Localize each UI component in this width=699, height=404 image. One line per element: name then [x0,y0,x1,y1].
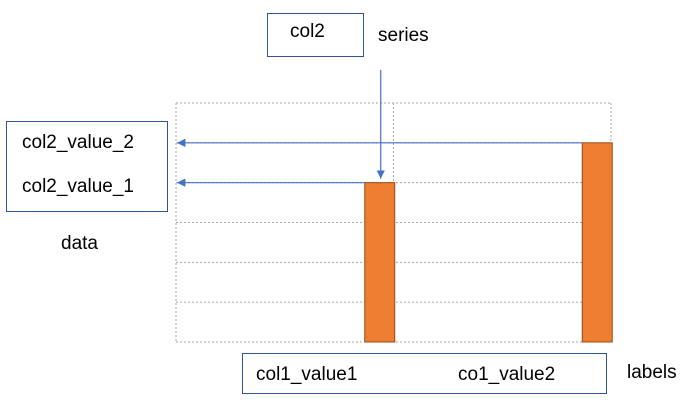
category-label-2: co1_value2 [458,364,556,385]
series-box: col2 [267,13,364,57]
series-caption: series [378,25,429,46]
connector-arrows [177,70,583,187]
data-value-2: col2_value_2 [22,132,134,153]
category-label-1: col1_value1 [256,364,358,385]
labels-box: col1_value1 co1_value2 [242,353,607,394]
chart-bars [364,142,613,343]
labels-caption: labels [627,362,677,383]
data-caption: data [61,233,98,254]
series-label: col2 [290,21,325,42]
bar-2 [581,142,613,343]
bar-1 [364,182,396,343]
data-value-1: col2_value_1 [22,176,134,197]
data-box: col2_value_2 col2_value_1 [6,121,168,212]
